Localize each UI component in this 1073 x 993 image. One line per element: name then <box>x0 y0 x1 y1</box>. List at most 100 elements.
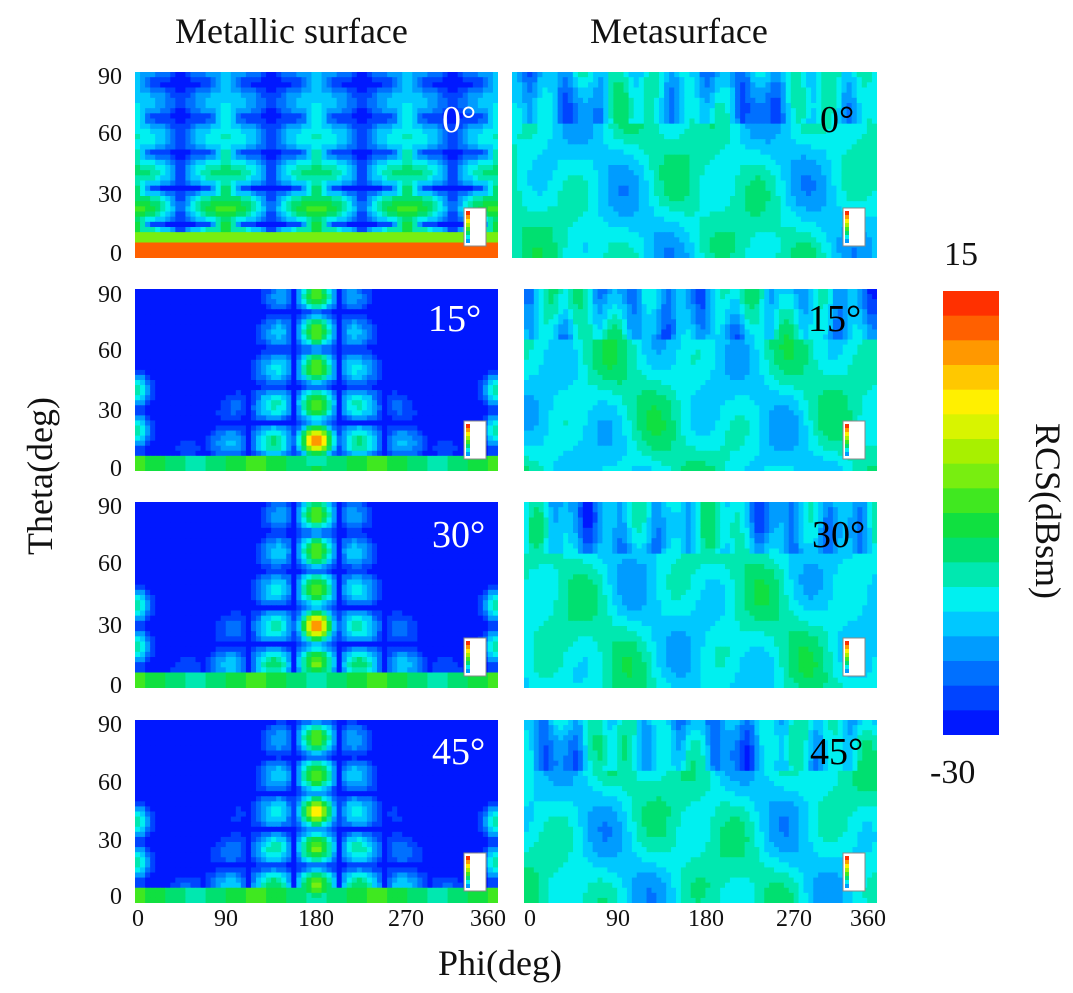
heatmap-cell <box>281 118 287 125</box>
heatmap-cell <box>266 196 272 202</box>
heatmap-cell <box>336 77 343 83</box>
heatmap-cell <box>664 211 670 218</box>
heatmap-cell <box>145 170 151 176</box>
heatmap-cell <box>775 196 782 202</box>
heatmap-cell <box>841 72 848 78</box>
heatmap-cell <box>664 144 670 151</box>
heatmap-cell <box>537 175 544 182</box>
heatmap-cell <box>210 149 217 156</box>
heatmap-cell <box>638 201 645 207</box>
heatmap-cell <box>160 190 166 197</box>
heatmap-cell <box>382 92 388 99</box>
heatmap-cell <box>487 97 494 104</box>
heatmap-cell <box>346 144 353 151</box>
heatmap-cell <box>512 170 518 176</box>
heatmap-cell <box>547 227 554 233</box>
heatmap-cell <box>861 196 868 202</box>
heatmap-cell <box>517 87 523 94</box>
heatmap-cell <box>377 154 383 161</box>
heatmap-cell <box>361 128 368 135</box>
heatmap-cell <box>613 175 620 182</box>
heatmap-cell <box>638 108 645 114</box>
heatmap-cell <box>240 154 247 161</box>
heatmap-cell <box>552 108 559 114</box>
heatmap-cell <box>472 196 479 202</box>
heatmap-cell <box>472 128 479 135</box>
heatmap-cell <box>150 154 156 161</box>
heatmap-cell <box>735 196 741 202</box>
heatmap-cell <box>190 216 197 223</box>
heatmap-cell <box>135 201 141 207</box>
heatmap-cell <box>185 206 192 213</box>
heatmap-cell <box>704 180 711 187</box>
heatmap-cell <box>537 72 544 78</box>
heatmap-cell <box>190 97 197 104</box>
heatmap-cell <box>745 216 751 223</box>
heatmap-cell <box>537 149 544 156</box>
heatmap-cell <box>407 139 413 145</box>
heatmap-cell <box>861 108 868 114</box>
heatmap-cell <box>200 128 207 135</box>
heatmap-cell <box>603 113 609 120</box>
heatmap-cell <box>512 82 518 89</box>
heatmap-cell <box>377 82 383 89</box>
heatmap-cell <box>195 190 202 197</box>
heatmap-cell <box>719 180 726 187</box>
heatmap-cell <box>522 170 528 176</box>
heatmap-cell <box>437 216 444 223</box>
heatmap-cell <box>346 108 353 114</box>
heatmap-cell <box>371 216 378 223</box>
heatmap-cell <box>750 165 756 171</box>
heatmap-cell <box>361 139 368 145</box>
heatmap-cell <box>593 144 599 151</box>
heatmap-cell <box>694 216 701 223</box>
heatmap-cell <box>432 108 439 114</box>
heatmap-cell <box>382 175 388 182</box>
heatmap-cell <box>321 170 328 176</box>
heatmap-cell <box>245 118 252 125</box>
heatmap-cell <box>482 149 489 156</box>
heatmap-cell <box>482 92 489 99</box>
heatmap-cell <box>866 232 873 238</box>
heatmap-cell <box>205 123 212 130</box>
heatmap-cell <box>512 77 518 83</box>
heatmap-cell <box>785 227 792 233</box>
heatmap-cell <box>633 216 640 223</box>
heatmap-cell <box>422 113 429 120</box>
heatmap-cell <box>633 113 640 120</box>
heatmap-cell <box>608 216 614 223</box>
heatmap-cell <box>412 134 418 140</box>
heatmap-cell <box>291 237 297 244</box>
heatmap-cell <box>230 134 237 140</box>
heatmap-cell <box>532 185 538 192</box>
heatmap-cell <box>180 175 187 182</box>
heatmap-cell <box>261 185 267 192</box>
heatmap-cell <box>542 82 549 89</box>
heatmap-cell <box>326 180 333 187</box>
heatmap-cell <box>618 82 625 89</box>
heatmap-cell <box>577 196 584 202</box>
heatmap-cell <box>831 201 838 207</box>
heatmap-cell <box>371 211 378 218</box>
heatmap-cell <box>648 196 655 202</box>
heatmap-cell <box>341 144 348 151</box>
heatmap-cell <box>185 82 192 89</box>
heatmap-cell <box>331 185 338 192</box>
heatmap-cell <box>527 113 533 120</box>
heatmap-cell <box>821 180 827 187</box>
heatmap-cell <box>341 165 348 171</box>
heatmap-cell <box>694 170 701 176</box>
heatmap-cell <box>724 97 731 104</box>
heatmap-cell <box>326 216 333 223</box>
heatmap-cell <box>537 154 544 161</box>
heatmap-cell <box>770 108 777 114</box>
heatmap-cell <box>577 242 584 249</box>
heatmap-cell <box>377 139 383 145</box>
heatmap-cell <box>547 159 554 166</box>
heatmap-cell <box>557 227 564 233</box>
heatmap-cell <box>613 149 620 156</box>
heatmap-cell <box>452 175 459 182</box>
heatmap-cell <box>608 149 614 156</box>
heatmap-cell <box>225 118 232 125</box>
heatmap-cell <box>296 97 302 104</box>
